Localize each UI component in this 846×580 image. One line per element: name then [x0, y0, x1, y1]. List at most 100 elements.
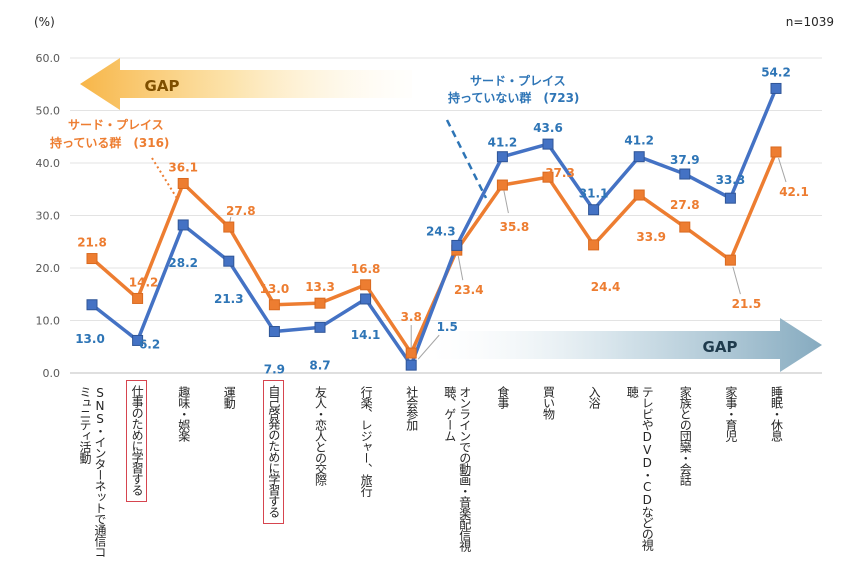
data-label: 13.0 — [260, 282, 290, 296]
x-tick-label: 食事 — [495, 386, 510, 408]
data-point — [314, 297, 326, 309]
data-point — [223, 255, 235, 267]
gap-right-label: GAP — [703, 338, 738, 356]
data-labels: 21.8 14.2 36.1 27.8 13.0 13.3 16.8 3.8 23.4 35.8 3… — [75, 65, 809, 376]
data-point — [633, 189, 645, 201]
data-point — [496, 179, 508, 191]
x-tick-label: 行楽、レジャー、旅行 — [359, 386, 374, 496]
x-tick-label: 家事・育児 — [723, 386, 738, 441]
data-point — [496, 151, 508, 163]
data-label: 31.1 — [579, 187, 609, 201]
legend-has-line1: サード・プレイス — [68, 117, 164, 132]
legend-no-third-place: サード・プレイス 持っていない群 (723) — [445, 73, 579, 199]
data-label: 13.0 — [75, 332, 105, 346]
x-tick-label: 社会参加 — [404, 386, 419, 430]
legend-has-third-place: サード・プレイス 持っている群 (316) — [50, 117, 179, 201]
data-label: 21.5 — [732, 297, 762, 311]
series-markers — [86, 82, 782, 371]
x-tick-label: 自己啓発のために学習する — [262, 380, 284, 524]
data-label: 14.1 — [351, 328, 381, 342]
data-point — [268, 299, 280, 311]
data-point — [679, 168, 691, 180]
x-tick-label: 睡眠・休息 — [769, 386, 784, 441]
data-label: 33.3 — [716, 173, 746, 187]
label-leaders — [139, 157, 787, 360]
x-tick-label: 買い物 — [541, 386, 556, 419]
y-tick-label: 60.0 — [36, 52, 61, 65]
data-label: 37.9 — [670, 153, 700, 167]
data-label: 33.9 — [636, 230, 666, 244]
legend-has-line2: 持っている群 (316) — [50, 135, 169, 150]
data-label: 37.3 — [545, 166, 575, 180]
data-point — [405, 347, 417, 359]
data-point — [360, 293, 372, 305]
label-leader — [503, 190, 509, 214]
x-tick-label: 趣味・娯楽 — [176, 386, 191, 441]
data-point — [679, 221, 691, 233]
data-label: 3.8 — [401, 310, 422, 324]
y-tick-label: 0.0 — [43, 367, 61, 380]
data-label: 24.4 — [591, 280, 621, 294]
data-point — [132, 334, 144, 346]
sample-size: n=1039 — [786, 15, 834, 29]
x-tick-label: 仕事のために学習する — [126, 380, 148, 502]
label-leader — [778, 157, 787, 183]
data-point — [132, 292, 144, 304]
data-label: 41.2 — [624, 134, 654, 148]
data-point — [588, 204, 600, 216]
gap-left-label: GAP — [145, 77, 180, 95]
x-tick-label: 友人・恋人との交際 — [313, 386, 328, 485]
data-label: 13.3 — [305, 280, 335, 294]
data-point — [268, 326, 280, 338]
data-label: 43.6 — [533, 121, 563, 135]
legend-has-leader — [151, 157, 179, 201]
data-label: 42.1 — [779, 185, 809, 199]
data-label: 14.2 — [129, 275, 159, 289]
unit-label: (%) — [34, 15, 55, 29]
data-point — [405, 359, 417, 371]
y-tick-label: 30.0 — [36, 210, 61, 223]
data-label: 21.3 — [214, 292, 244, 306]
legend-not-line2: 持っていない群 (723) — [448, 90, 579, 105]
legend-not-line1: サード・プレイス — [470, 73, 566, 88]
data-point — [770, 146, 782, 158]
legend-not-leader — [445, 119, 488, 199]
data-point — [177, 177, 189, 189]
data-point — [770, 82, 782, 94]
data-point — [177, 219, 189, 231]
data-label: 54.2 — [761, 65, 791, 79]
data-label: 27.8 — [670, 198, 700, 212]
y-axis-ticks: 0.0 10.0 20.0 30.0 40.0 50.0 60.0 — [36, 52, 61, 380]
data-label: 7.9 — [264, 363, 285, 377]
data-point — [451, 239, 463, 251]
x-tick-label: SNS・インターネットで通信コミュニティ活動 — [78, 386, 107, 557]
data-label: 36.1 — [168, 160, 198, 174]
data-label: 24.3 — [426, 224, 456, 238]
series-lines — [90, 87, 778, 367]
data-label: 27.8 — [226, 204, 256, 218]
data-point — [542, 138, 554, 150]
gap-arrow-left: GAP — [80, 58, 412, 110]
data-point — [724, 192, 736, 204]
series-line-no-third-place — [90, 87, 778, 367]
data-point — [86, 253, 98, 265]
gridlines — [70, 57, 822, 374]
y-tick-label: 40.0 — [36, 157, 61, 170]
gap-arrow-right: GAP — [430, 318, 822, 372]
data-point — [633, 151, 645, 163]
x-tick-label: テレビやDVD・CDなどの視聴 — [625, 386, 655, 550]
data-label: 8.7 — [309, 358, 330, 372]
data-point — [223, 221, 235, 233]
y-tick-label: 20.0 — [36, 262, 61, 275]
data-point — [542, 171, 554, 183]
data-label: 21.8 — [77, 236, 107, 250]
data-point — [314, 321, 326, 333]
data-label: 16.8 — [351, 262, 381, 276]
data-label: 6.2 — [139, 337, 160, 351]
x-tick-label: 運動 — [222, 386, 237, 408]
data-point — [724, 254, 736, 266]
y-tick-label: 10.0 — [36, 315, 61, 328]
data-label: 28.2 — [168, 256, 198, 270]
data-label: 23.4 — [454, 283, 484, 297]
series-line-has-third-place — [90, 151, 778, 355]
